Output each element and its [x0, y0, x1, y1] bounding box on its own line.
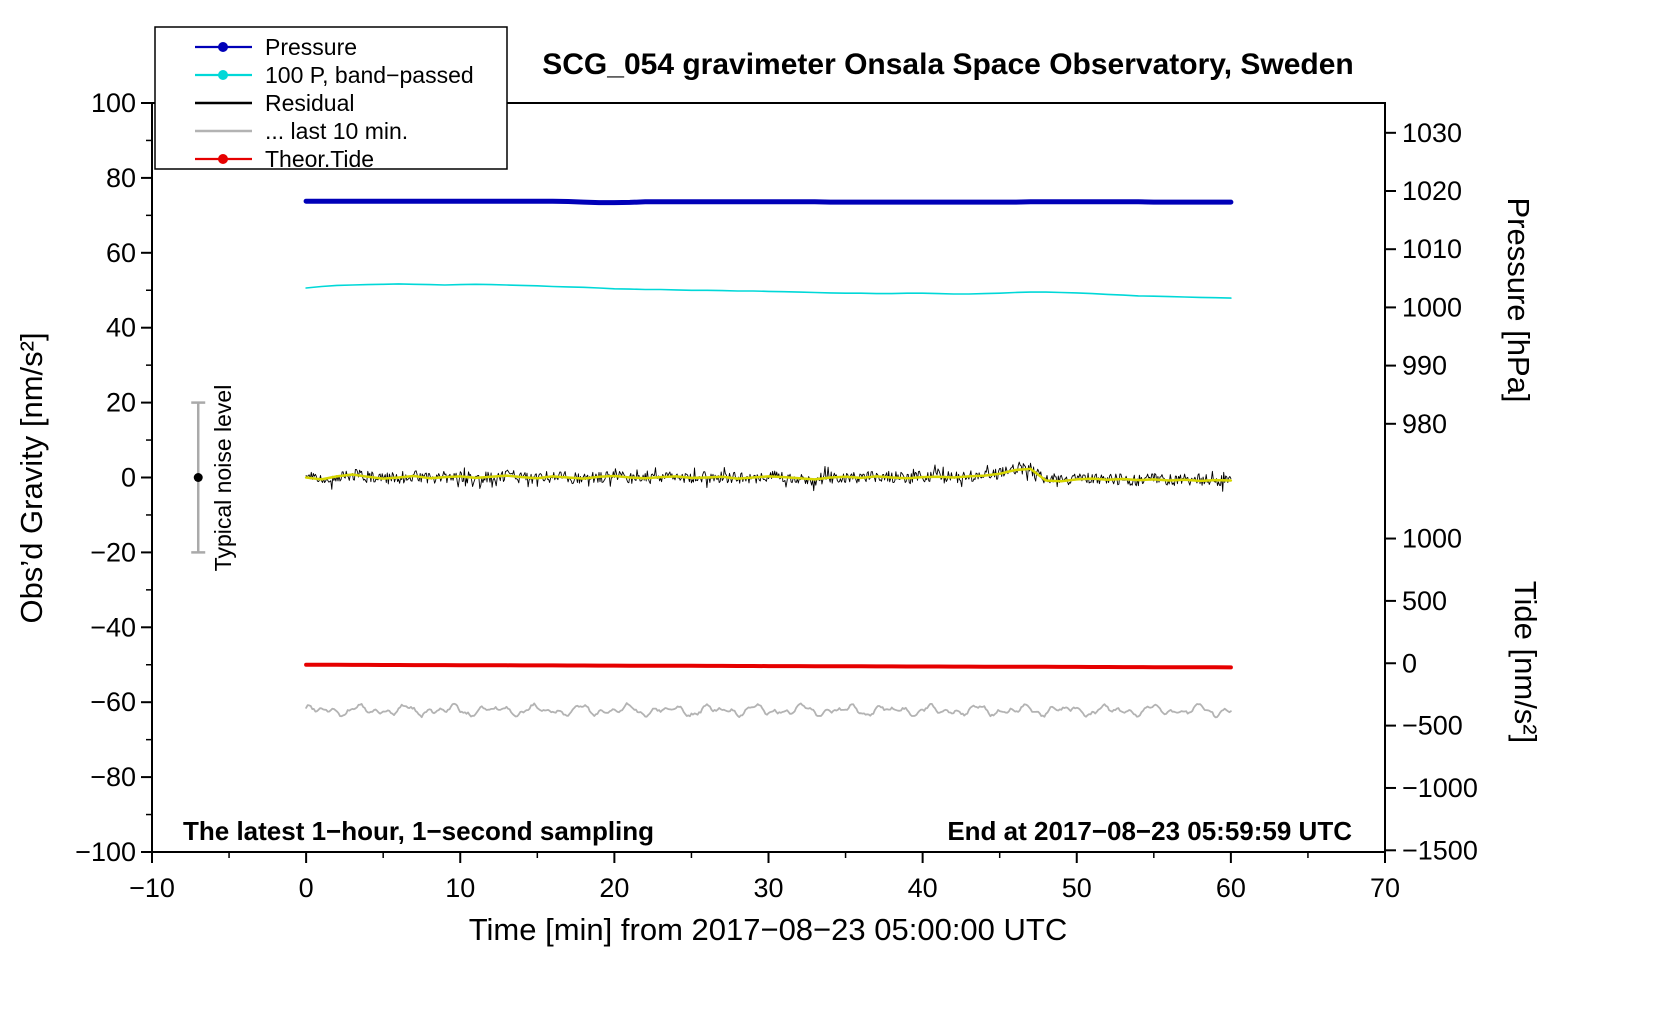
- tide-tick-label: 0: [1402, 648, 1417, 678]
- annotation-sampling: The latest 1−hour, 1−second sampling: [183, 816, 654, 846]
- legend-box: [154, 26, 508, 170]
- y-left-tick-label: −40: [90, 612, 136, 642]
- tide-tick-label: −1000: [1402, 773, 1478, 803]
- legend-marker-dot: [218, 70, 228, 80]
- x-tick-label: −10: [129, 873, 175, 903]
- legend-marker-dot: [218, 154, 228, 164]
- series-residual-smoothed: [304, 467, 1233, 483]
- tide-tick-label: −1500: [1402, 835, 1478, 865]
- series-pressure: [303, 198, 1234, 206]
- plot-content: −10 0 10 20 30 40 50 60 70−100−80−60−40−20020406…: [75, 26, 1478, 903]
- pressure-tick-label: 990: [1402, 351, 1447, 381]
- y-left-tick-label: −80: [90, 762, 136, 792]
- legend-marker-dot: [218, 42, 228, 52]
- legend-label: Theor.Tide: [265, 146, 374, 172]
- pressure-tick-label: 1010: [1402, 234, 1462, 264]
- pressure-tick-label: 1000: [1402, 292, 1462, 322]
- x-tick-label: 70: [1370, 873, 1400, 903]
- y-left-axis-label: Obs’d Gravity [nm/s²]: [14, 332, 49, 623]
- series-last-10-min: [305, 702, 1232, 719]
- y-left-tick-label: 100: [91, 88, 136, 118]
- y-left-tick-label: −20: [90, 537, 136, 567]
- tide-tick-label: −500: [1402, 711, 1463, 741]
- x-tick-label: 40: [908, 873, 938, 903]
- x-tick-label: 20: [599, 873, 629, 903]
- legend-label: Pressure: [265, 34, 357, 60]
- y-left-tick-label: 80: [106, 163, 136, 193]
- y-left-tick-label: 40: [106, 313, 136, 343]
- legend-label: ... last 10 min.: [265, 118, 408, 144]
- tide-tick-label: 1000: [1402, 524, 1462, 554]
- noise-level-label: Typical noise level: [210, 385, 236, 572]
- pressure-tick-label: 980: [1402, 409, 1447, 439]
- legend-label: Residual: [265, 90, 355, 116]
- annotation-end-time: End at 2017−08−23 05:59:59 UTC: [947, 816, 1352, 846]
- pressure-tick-label: 1020: [1402, 176, 1462, 206]
- y-left-tick-label: 0: [121, 463, 136, 493]
- series-100-p-band-passed: [305, 283, 1232, 299]
- y-left-tick-label: −60: [90, 687, 136, 717]
- x-tick-label: 30: [753, 873, 783, 903]
- pressure-axis-label: Pressure [hPa]: [1501, 197, 1536, 402]
- pressure-tick-label: 1030: [1402, 118, 1462, 148]
- tide-axis-label: Tide [nm/s²]: [1508, 581, 1543, 744]
- x-axis-label: Time [min] from 2017−08−23 05:00:00 UTC: [469, 912, 1068, 947]
- y-left-tick-label: −100: [75, 837, 136, 867]
- x-tick-label: 10: [445, 873, 475, 903]
- tide-tick-label: 500: [1402, 586, 1447, 616]
- noise-center-dot: [193, 473, 203, 482]
- x-tick-label: 60: [1216, 873, 1246, 903]
- x-tick-label: 0: [299, 873, 314, 903]
- series-theor-tide: [304, 662, 1233, 670]
- x-tick-label: 50: [1062, 873, 1092, 903]
- y-left-tick-label: 20: [106, 388, 136, 418]
- legend-label: 100 P, band−passed: [265, 62, 474, 88]
- chart-title: SCG_054 gravimeter Onsala Space Observat…: [542, 48, 1354, 81]
- y-left-tick-label: 60: [106, 238, 136, 268]
